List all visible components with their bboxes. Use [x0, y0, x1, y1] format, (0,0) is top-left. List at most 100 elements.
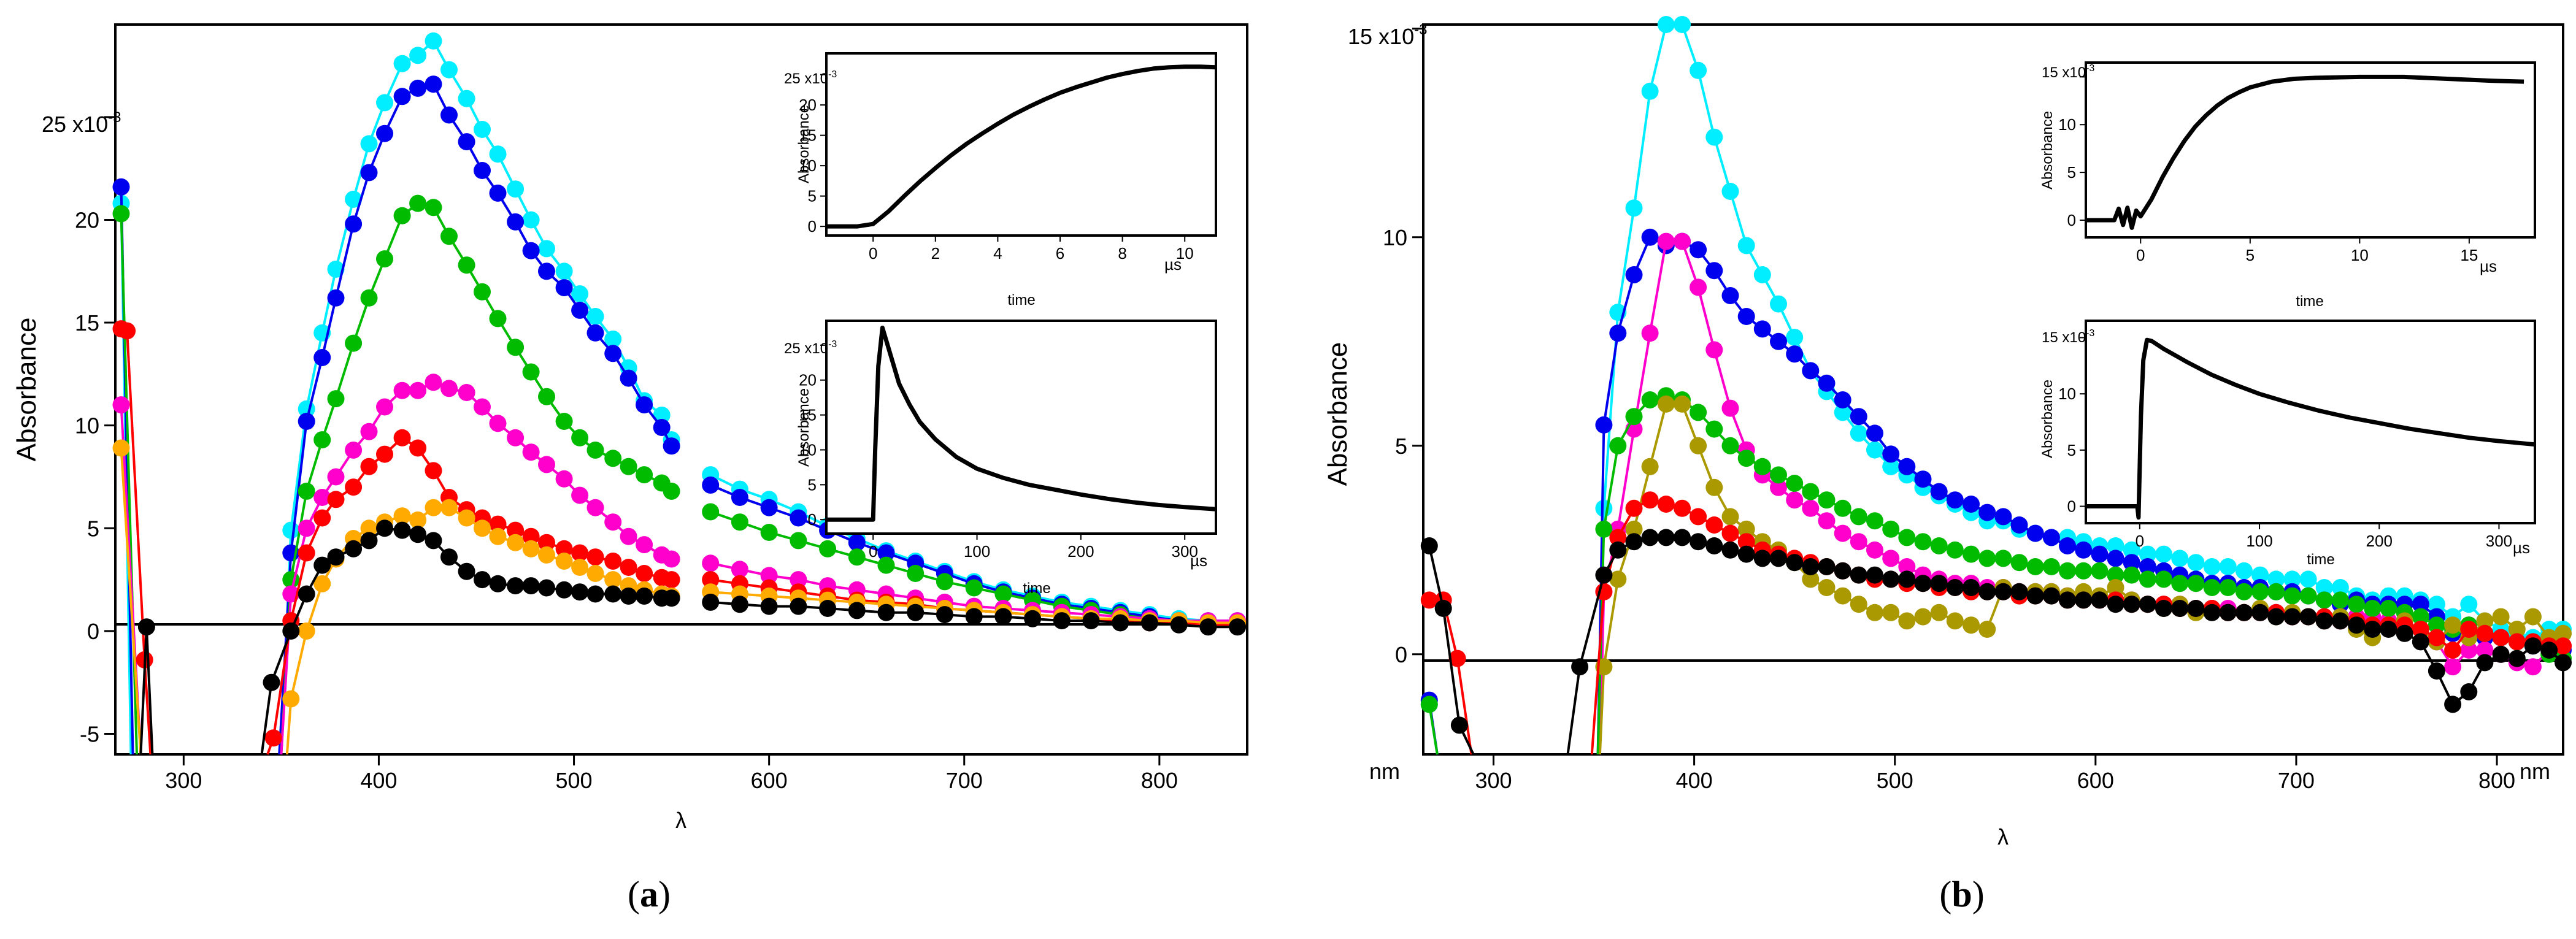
panel-b-series-green-point [1946, 541, 1964, 559]
panel-a-series-red-point [571, 544, 589, 562]
panel-a-series-red-point [118, 322, 136, 340]
panel-a-series-magenta-point [474, 398, 491, 416]
panel-a-series-green-point [586, 441, 604, 459]
panel-b-series-green-point [1753, 458, 1771, 475]
panel-b-series-black-point [2010, 583, 2028, 600]
a-in2-xtick-label: 100 [964, 542, 990, 561]
panel-a-series-cyan-point [393, 55, 411, 72]
panel-a-series-black-point [1053, 612, 1071, 630]
a-in2-ytick-label: 0 [808, 510, 817, 529]
panel-b-series-olive-point [1818, 579, 1836, 596]
panel-b-series-black-point [2428, 662, 2445, 680]
panel-a-series-black-point [538, 579, 555, 597]
panel-b-series-olive-point [1674, 395, 1691, 413]
panel-b-series-cyan-point [1786, 329, 1804, 346]
panel-b-series-magenta-point [2476, 642, 2494, 659]
panel-b-series-black-point [2492, 645, 2510, 663]
panel-b-series-green-point [1737, 450, 1755, 467]
panel-a-series-blue-point [702, 476, 720, 494]
panel-a-series-green-point [571, 429, 589, 447]
panel-b-series-cyan-point [1625, 199, 1643, 217]
panel-b-series-green-point [1786, 475, 1804, 492]
panel-a-xtick-label: 600 [751, 768, 788, 793]
panel-b-series-cyan-point [2235, 562, 2253, 580]
panel-a-xtick-label: 800 [1141, 768, 1178, 793]
panel-a-series-black-point [965, 608, 983, 626]
panel-b-y-multiplier: 15 x10-3 [1348, 21, 1427, 49]
panel-a-series-orange-point [409, 511, 427, 529]
panel-a-series-orange-point [393, 507, 411, 525]
panel-a-series-black-point [1229, 618, 1247, 636]
panel-b-series-cyan-point [2428, 596, 2445, 613]
panel-a-series-blue-point [604, 345, 622, 362]
panel-b-series-black-point [2123, 596, 2140, 613]
panel-a-inset-bottom-content: 0 100 200 300 0 5 10 15 20 [799, 325, 1217, 561]
panel-a-series-orange-point [282, 690, 300, 708]
panel-b-series-black-point [2251, 604, 2269, 621]
panel-b-series-green-point [1818, 491, 1836, 509]
panel-b-series-red-point [2492, 629, 2510, 646]
panel-b-series-cyan-point [1690, 61, 1707, 79]
panel-a-series-blue-point [636, 396, 653, 414]
panel-b-series-blue-point [2026, 524, 2044, 542]
panel-a-series-magenta-point [790, 571, 807, 589]
panel-a-series-green-point [907, 565, 925, 582]
panel-a-series-red-point [313, 509, 331, 527]
panel-a-inset-top-y-multiplier-top-value: 25 [784, 71, 804, 87]
panel-a-series-cyan-point [586, 308, 604, 325]
panel-a-series-cyan-point [489, 145, 507, 163]
panel-a-series-cyan-point [327, 260, 345, 278]
panel-a-series-cyan-point [507, 180, 525, 198]
panel-b-series-black [1420, 529, 2572, 755]
panel-b-series-olive-point [1946, 612, 1964, 630]
panel-a-series-orange-point [313, 575, 331, 592]
panel-b-inset-top-x-unit: µs [2480, 257, 2497, 275]
panel-b-inset-top-ylabel: Absorbance [2039, 111, 2056, 190]
panel-b-series-green-point [2251, 583, 2269, 600]
panel-b-series-blue-point [1866, 424, 1883, 442]
panel-b-series-black-point [1946, 579, 1964, 596]
panel-a-series-black-point [1170, 616, 1188, 634]
panel-b-ytick-label: 0 [1395, 642, 1407, 667]
panel-a-series-red-point [327, 491, 345, 508]
panel-b-series-green-point [1963, 545, 1980, 563]
panel-b-series-blue-point [1850, 408, 1867, 426]
panel-a-series-green-point [425, 199, 442, 217]
panel-b-series-black-point [2219, 604, 2237, 621]
panel-b-series-black-point [2299, 608, 2317, 626]
panel-b-series-green-point [1609, 437, 1627, 454]
panel-b-series-blue-point [2123, 554, 2140, 572]
panel-b-series-black-point [2555, 654, 2572, 672]
panel-b-series-cyan-point [2315, 579, 2333, 596]
panel-a-series-magenta-point [440, 380, 458, 397]
panel-b-series-blue-point [2042, 529, 2060, 546]
panel-b-series-blue-point [1802, 362, 1820, 380]
b-in2-xtick-label: 200 [2366, 532, 2393, 550]
panel-b-series-cyan-point [1705, 128, 1723, 146]
panel-b-series-black-point [2155, 600, 2172, 617]
panel-b-label: (b) [1939, 874, 1984, 914]
panel-b-series-blue-point [1818, 374, 1836, 392]
b-in2-trace [2086, 337, 2536, 520]
panel-a-series-orange-point [298, 622, 315, 640]
panel-a-series-green-point [298, 482, 315, 500]
panel-a-series-red-point [555, 540, 573, 558]
panel-a-series-blue-point [555, 279, 573, 297]
panel-b-series-blue-point [1978, 504, 1996, 521]
panel-b-series-black-point [1994, 583, 2012, 600]
panel-b-series-olive-point [1834, 587, 1851, 605]
panel-b-inset-top-y-multiplier-exponent: -3 [2086, 63, 2094, 74]
panel-b-series-green-point [2428, 616, 2445, 634]
panel-b-series-black-point [1963, 579, 1980, 596]
panel-b-series-green-point [2026, 558, 2044, 575]
panel-a-series-cyan-point [538, 240, 555, 258]
panel-a-label: (a) [628, 874, 671, 914]
panel-b-series-black-point [2331, 612, 2349, 630]
panel-b-series-black-point [2412, 633, 2429, 651]
panel-b-series-green-point [2010, 554, 2028, 572]
panel-b-series-black-point [2139, 596, 2156, 613]
a-in1-trace [826, 64, 1217, 229]
panel-a-label-letter: a [640, 874, 658, 914]
